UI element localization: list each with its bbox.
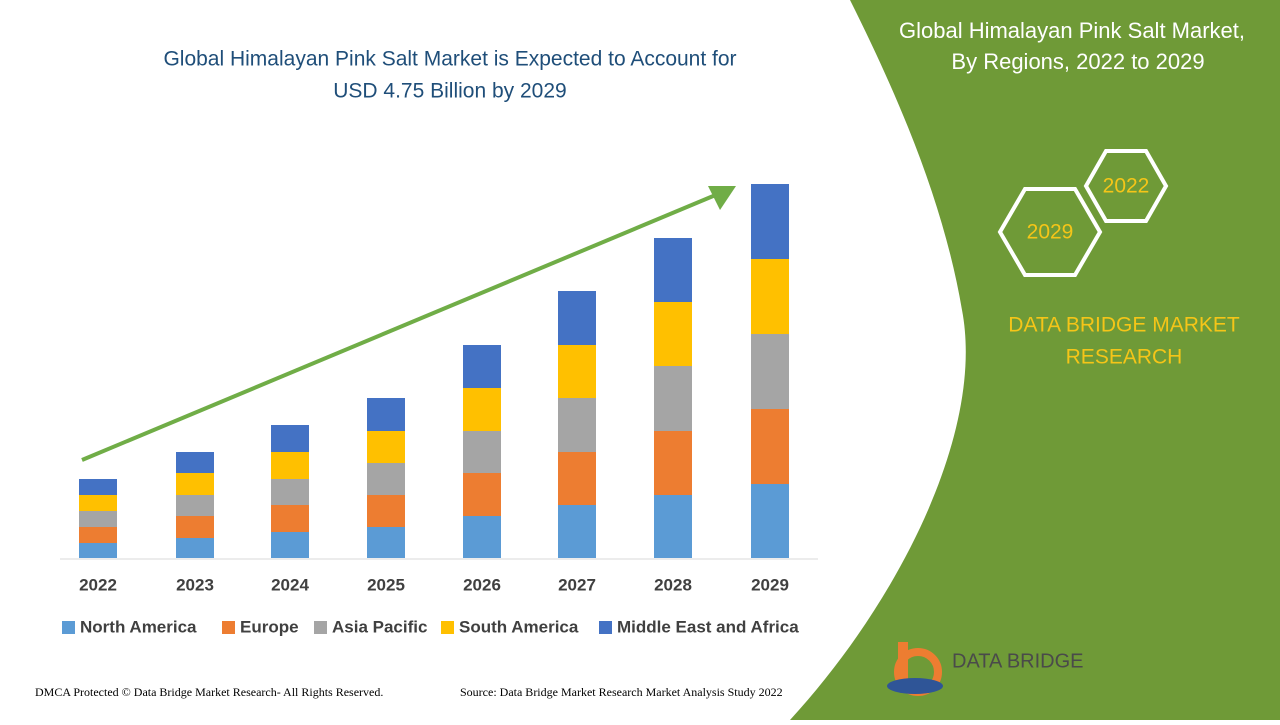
chart-title: USD 4.75 Billion by 2029 xyxy=(333,80,566,103)
x-tick-label: 2027 xyxy=(558,575,596,594)
chart-title: Global Himalayan Pink Salt Market is Exp… xyxy=(163,48,736,71)
bar-segment xyxy=(367,527,405,558)
legend-swatch xyxy=(62,621,75,634)
side-panel xyxy=(790,0,1280,720)
bar-segment xyxy=(79,495,117,511)
legend-label: South America xyxy=(459,617,579,636)
x-tick-label: 2029 xyxy=(751,575,789,594)
bar-segment xyxy=(751,484,789,558)
legend-label: Europe xyxy=(240,617,299,636)
legend-swatch xyxy=(441,621,454,634)
hexagon xyxy=(1083,149,1169,223)
x-tick-label: 2028 xyxy=(654,575,692,594)
panel-title: Global Himalayan Pink Salt Market, xyxy=(899,18,1245,43)
bar-segment xyxy=(367,398,405,431)
bar-segment xyxy=(463,473,501,516)
bar-segment xyxy=(367,431,405,463)
bar-segment xyxy=(79,511,117,527)
brand-text: RESEARCH xyxy=(1066,346,1183,369)
bar-segment xyxy=(176,452,214,473)
logo-shape xyxy=(887,678,943,694)
bar-segment xyxy=(751,409,789,484)
footer-note: DMCA Protected © Data Bridge Market Rese… xyxy=(35,685,383,699)
bar-segment xyxy=(558,452,596,505)
bar-segment xyxy=(654,366,692,431)
bar-segment xyxy=(751,334,789,409)
bar-segment xyxy=(654,431,692,495)
legend-swatch xyxy=(314,621,327,634)
hex-label: 2029 xyxy=(1027,221,1074,244)
legend-label: Asia Pacific xyxy=(332,617,427,636)
bar-segment xyxy=(79,527,117,543)
trend-arrow xyxy=(81,192,719,462)
bar-segment xyxy=(367,495,405,527)
hex-label: 2022 xyxy=(1103,175,1150,198)
bar-segment xyxy=(463,516,501,558)
bar-segment xyxy=(654,302,692,366)
plot: 2022 2023 2024 2025 2026 2027 2028 2029 North Am… xyxy=(62,184,799,636)
bar-segment xyxy=(271,532,309,558)
bar-segment xyxy=(558,398,596,452)
legend-label: North America xyxy=(80,617,197,636)
bar-segment xyxy=(271,425,309,452)
bar-segment xyxy=(176,538,214,558)
bar-segment xyxy=(751,259,789,334)
bar-segment xyxy=(79,479,117,495)
x-tick-label: 2022 xyxy=(79,575,117,594)
bar-segment xyxy=(271,505,309,532)
bar-segment xyxy=(654,495,692,558)
hexagon xyxy=(997,187,1103,277)
bar-segment xyxy=(176,495,214,516)
panel-title: By Regions, 2022 to 2029 xyxy=(951,49,1204,74)
x-tick-label: 2025 xyxy=(367,575,405,594)
bar-segment xyxy=(558,291,596,345)
bar-segment xyxy=(79,543,117,558)
bar-segment xyxy=(654,238,692,302)
bar-segment xyxy=(751,184,789,259)
logo xyxy=(887,642,943,696)
bar-segment xyxy=(463,345,501,388)
legend-swatch xyxy=(222,621,235,634)
bar-segment xyxy=(367,463,405,495)
x-tick-label: 2026 xyxy=(463,575,501,594)
legend-swatch xyxy=(599,621,612,634)
x-tick-label: 2024 xyxy=(271,575,309,594)
bar-segment xyxy=(176,473,214,495)
bar-segment xyxy=(463,431,501,473)
bar-segment xyxy=(271,479,309,505)
x-tick-label: 2023 xyxy=(176,575,214,594)
arrow-head xyxy=(708,186,736,210)
legend-label: Middle East and Africa xyxy=(617,617,799,636)
bar-segment xyxy=(558,505,596,558)
bar-segment xyxy=(176,516,214,538)
source-note: Source: Data Bridge Market Research Mark… xyxy=(460,685,783,699)
logo-text: DATA BRIDGE xyxy=(952,650,1084,672)
bar-segment xyxy=(463,388,501,431)
brand-text: DATA BRIDGE MARKET xyxy=(1008,314,1240,337)
bar-segment xyxy=(558,345,596,398)
bar-segment xyxy=(271,452,309,479)
